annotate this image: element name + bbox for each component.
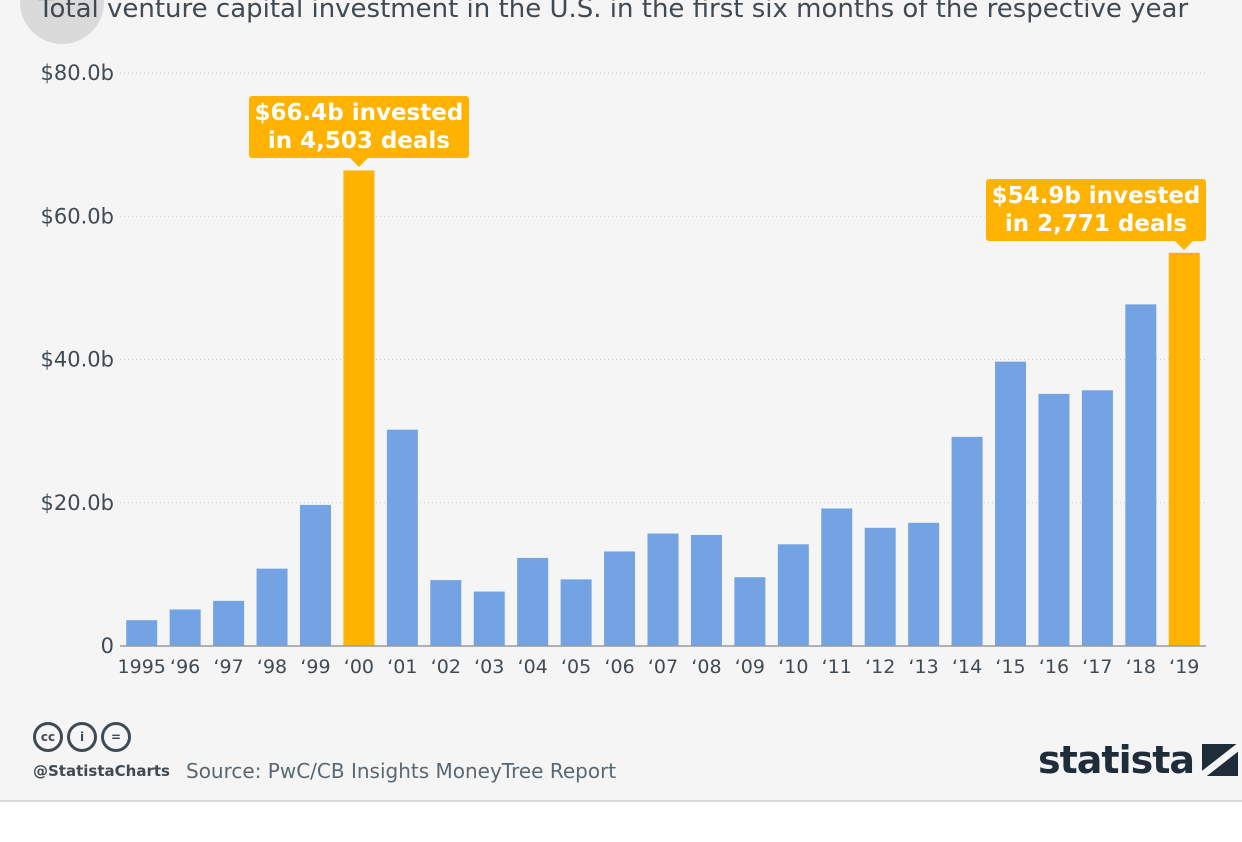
bar[interactable] xyxy=(126,620,158,646)
bar[interactable] xyxy=(647,533,679,646)
bar[interactable] xyxy=(299,504,331,646)
x-tick-label: ‘06 xyxy=(604,656,634,678)
x-tick-label: ‘96 xyxy=(170,656,200,678)
x-tick-label: ‘00 xyxy=(344,656,374,678)
y-tick-label: $40.0b xyxy=(41,348,114,372)
x-tick-label: ‘14 xyxy=(952,656,982,678)
x-tick-label: ‘11 xyxy=(822,656,852,678)
callout-2000: $66.4b invested in 4,503 deals xyxy=(248,96,469,168)
statista-logo-icon xyxy=(1202,744,1239,776)
callout-2019-line2: in 2,771 deals xyxy=(1004,210,1188,237)
brand-wordmark: statista xyxy=(1038,738,1195,782)
no-derivatives-icon[interactable]: = xyxy=(101,722,131,752)
y-tick-label: $80.0b xyxy=(41,61,114,85)
bar[interactable] xyxy=(430,580,462,646)
bar[interactable] xyxy=(908,522,940,646)
bar[interactable] xyxy=(604,551,636,646)
bar[interactable] xyxy=(734,577,766,646)
x-tick-label: ‘12 xyxy=(865,656,895,678)
x-tick-label: ‘05 xyxy=(561,656,591,678)
callout-2000-line2: in 4,503 deals xyxy=(267,128,450,155)
callout-2019-line1: $54.9b invested xyxy=(991,182,1201,209)
chart-subtitle: Total venture capital investment in the … xyxy=(38,0,1189,24)
bar[interactable] xyxy=(995,361,1027,646)
bar[interactable] xyxy=(386,429,418,646)
bar[interactable] xyxy=(777,544,809,646)
x-tick-label: ‘07 xyxy=(648,656,678,678)
bar[interactable] xyxy=(560,579,592,646)
callout-2019: $54.9b invested in 2,771 deals xyxy=(986,178,1206,250)
x-tick-label: ‘04 xyxy=(518,656,548,678)
bar[interactable] xyxy=(690,534,722,646)
bar[interactable] xyxy=(951,436,983,646)
x-tick-label: 1995 xyxy=(118,656,166,678)
bar[interactable] xyxy=(864,527,896,646)
bar-highlighted[interactable] xyxy=(343,170,375,646)
x-tick-label: ‘13 xyxy=(909,656,939,678)
x-tick-label: ‘99 xyxy=(300,656,330,678)
x-tick-label: ‘17 xyxy=(1082,656,1112,678)
bar[interactable] xyxy=(517,557,549,646)
y-tick-label: $20.0b xyxy=(41,491,114,515)
x-tick-label: ‘97 xyxy=(213,656,243,678)
chart-card: Total venture capital investment in the … xyxy=(0,0,1242,802)
license-icons: cc i = xyxy=(33,722,131,752)
statista-logo[interactable]: statista xyxy=(1038,738,1239,782)
y-tick-label: 0 xyxy=(101,634,114,658)
x-tick-label: ‘01 xyxy=(387,656,417,678)
x-tick-label: ‘08 xyxy=(691,656,721,678)
x-tick-label: ‘19 xyxy=(1169,656,1199,678)
x-tick-label: ‘09 xyxy=(735,656,765,678)
attribution-icon[interactable]: i xyxy=(67,722,97,752)
bar[interactable] xyxy=(169,609,201,646)
bar[interactable] xyxy=(1125,304,1157,646)
x-tick-label: ‘02 xyxy=(431,656,461,678)
x-tick-label: ‘98 xyxy=(257,656,287,678)
bar[interactable] xyxy=(473,591,505,646)
bar[interactable] xyxy=(1038,393,1070,646)
y-tick-label: $60.0b xyxy=(41,204,114,228)
source-note: Source: PwC/CB Insights MoneyTree Report xyxy=(186,759,617,783)
bar[interactable] xyxy=(213,600,245,646)
x-tick-label: ‘16 xyxy=(1039,656,1069,678)
statista-handle[interactable]: @StatistaCharts xyxy=(33,762,170,780)
bar-highlighted[interactable] xyxy=(1168,252,1200,646)
x-tick-label: ‘18 xyxy=(1126,656,1156,678)
bar-chart: 0 $20.0b $40.0b $60.0b $80.0b 1995 ‘96 ‘97 ‘98 ‘9… xyxy=(41,61,1206,678)
bar[interactable] xyxy=(821,508,853,646)
bar[interactable] xyxy=(256,568,288,646)
callout-2000-line1: $66.4b invested xyxy=(254,100,464,127)
bar[interactable] xyxy=(1081,390,1113,646)
x-tick-label: ‘03 xyxy=(474,656,504,678)
x-tick-label: ‘10 xyxy=(778,656,808,678)
cc-icon[interactable]: cc xyxy=(33,722,63,752)
x-tick-label: ‘15 xyxy=(995,656,1025,678)
